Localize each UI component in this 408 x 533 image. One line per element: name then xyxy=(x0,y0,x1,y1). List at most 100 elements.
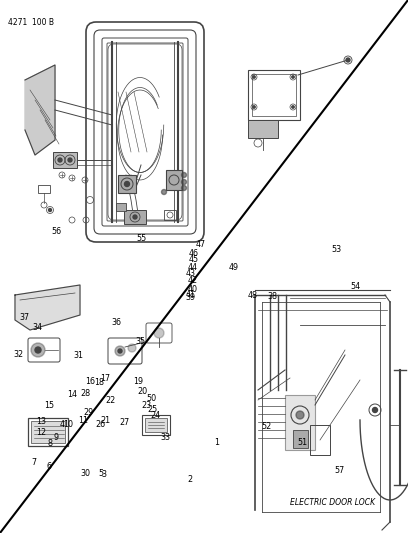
Text: 45: 45 xyxy=(189,255,199,263)
Circle shape xyxy=(58,158,62,162)
Circle shape xyxy=(68,158,72,162)
Text: 29: 29 xyxy=(84,408,94,416)
Circle shape xyxy=(182,185,186,190)
Text: 15: 15 xyxy=(44,401,54,409)
Text: 24: 24 xyxy=(151,411,161,419)
Text: 6: 6 xyxy=(47,463,51,471)
Text: 13: 13 xyxy=(36,417,46,425)
Text: 30: 30 xyxy=(81,469,91,478)
Text: 55: 55 xyxy=(137,234,147,243)
Circle shape xyxy=(373,408,377,413)
Circle shape xyxy=(182,180,186,184)
Text: 49: 49 xyxy=(228,263,238,272)
Text: 19: 19 xyxy=(133,377,143,385)
Bar xyxy=(164,210,176,220)
Bar xyxy=(285,395,315,450)
Bar xyxy=(142,415,170,435)
Bar xyxy=(116,203,126,211)
Text: 35: 35 xyxy=(136,337,146,345)
Text: 57: 57 xyxy=(334,466,345,474)
Circle shape xyxy=(253,76,255,78)
Bar xyxy=(28,418,68,446)
Text: 48: 48 xyxy=(248,291,258,300)
Circle shape xyxy=(115,346,125,356)
Circle shape xyxy=(346,58,350,62)
Text: 44: 44 xyxy=(188,263,197,272)
Text: 54: 54 xyxy=(350,282,360,291)
Text: 11: 11 xyxy=(79,416,89,425)
Circle shape xyxy=(292,106,294,108)
Circle shape xyxy=(49,208,51,212)
Bar xyxy=(166,170,182,190)
Text: 41: 41 xyxy=(186,290,196,298)
Circle shape xyxy=(31,343,45,357)
Text: 39: 39 xyxy=(186,293,196,302)
Text: 40: 40 xyxy=(188,285,197,294)
Circle shape xyxy=(253,106,255,108)
Text: 47: 47 xyxy=(196,240,206,249)
Bar xyxy=(310,425,330,455)
Text: 1: 1 xyxy=(214,439,219,447)
Text: 21: 21 xyxy=(100,416,110,425)
Circle shape xyxy=(162,190,166,195)
Text: 12: 12 xyxy=(36,428,46,437)
Bar xyxy=(248,120,278,138)
Bar xyxy=(53,152,77,168)
Bar xyxy=(252,74,296,116)
Text: 3: 3 xyxy=(102,471,106,479)
Polygon shape xyxy=(25,65,55,155)
Text: 37: 37 xyxy=(20,313,29,321)
Text: 16: 16 xyxy=(85,377,95,386)
Text: 2: 2 xyxy=(187,475,192,483)
Circle shape xyxy=(154,328,164,338)
Text: 52: 52 xyxy=(261,422,271,431)
Text: 42: 42 xyxy=(188,277,197,285)
Text: 34: 34 xyxy=(33,324,42,332)
Text: 25: 25 xyxy=(148,406,158,414)
Bar xyxy=(124,210,146,224)
Text: 38: 38 xyxy=(268,292,277,301)
Text: 10: 10 xyxy=(64,421,73,429)
Text: 4: 4 xyxy=(60,421,64,429)
Text: 18: 18 xyxy=(94,378,104,387)
Bar xyxy=(248,70,300,120)
Circle shape xyxy=(182,173,186,177)
Text: 9: 9 xyxy=(54,433,59,441)
Bar xyxy=(145,418,167,432)
Text: 20: 20 xyxy=(137,387,147,395)
Circle shape xyxy=(128,344,136,352)
Text: 5: 5 xyxy=(99,470,104,478)
Text: 56: 56 xyxy=(51,228,61,236)
Circle shape xyxy=(296,411,304,419)
Text: 46: 46 xyxy=(189,249,199,258)
Text: 8: 8 xyxy=(47,440,52,448)
Text: 14: 14 xyxy=(68,391,78,399)
Circle shape xyxy=(292,76,294,78)
Circle shape xyxy=(35,347,41,353)
Text: 22: 22 xyxy=(106,397,116,405)
Text: 43: 43 xyxy=(186,270,196,278)
Text: 28: 28 xyxy=(81,390,91,398)
Text: 53: 53 xyxy=(332,245,341,254)
Text: 51: 51 xyxy=(298,439,308,447)
Text: 23: 23 xyxy=(142,401,152,409)
Text: 50: 50 xyxy=(146,394,156,403)
Text: 26: 26 xyxy=(95,421,105,429)
Polygon shape xyxy=(15,285,80,330)
Bar xyxy=(293,430,308,448)
Bar xyxy=(38,185,50,193)
Text: 31: 31 xyxy=(73,351,83,360)
Text: ELECTRIC DOOR LOCK: ELECTRIC DOOR LOCK xyxy=(290,498,375,507)
Circle shape xyxy=(133,215,137,219)
Text: 32: 32 xyxy=(13,350,23,359)
Circle shape xyxy=(118,349,122,353)
Bar xyxy=(118,175,136,193)
Text: 36: 36 xyxy=(111,318,121,327)
Text: 33: 33 xyxy=(160,433,170,441)
Bar xyxy=(31,421,65,443)
Text: 7: 7 xyxy=(31,458,36,467)
Text: 4271  100 B: 4271 100 B xyxy=(8,18,54,27)
Circle shape xyxy=(124,182,129,187)
Text: 17: 17 xyxy=(100,374,110,383)
Text: 27: 27 xyxy=(119,418,130,427)
